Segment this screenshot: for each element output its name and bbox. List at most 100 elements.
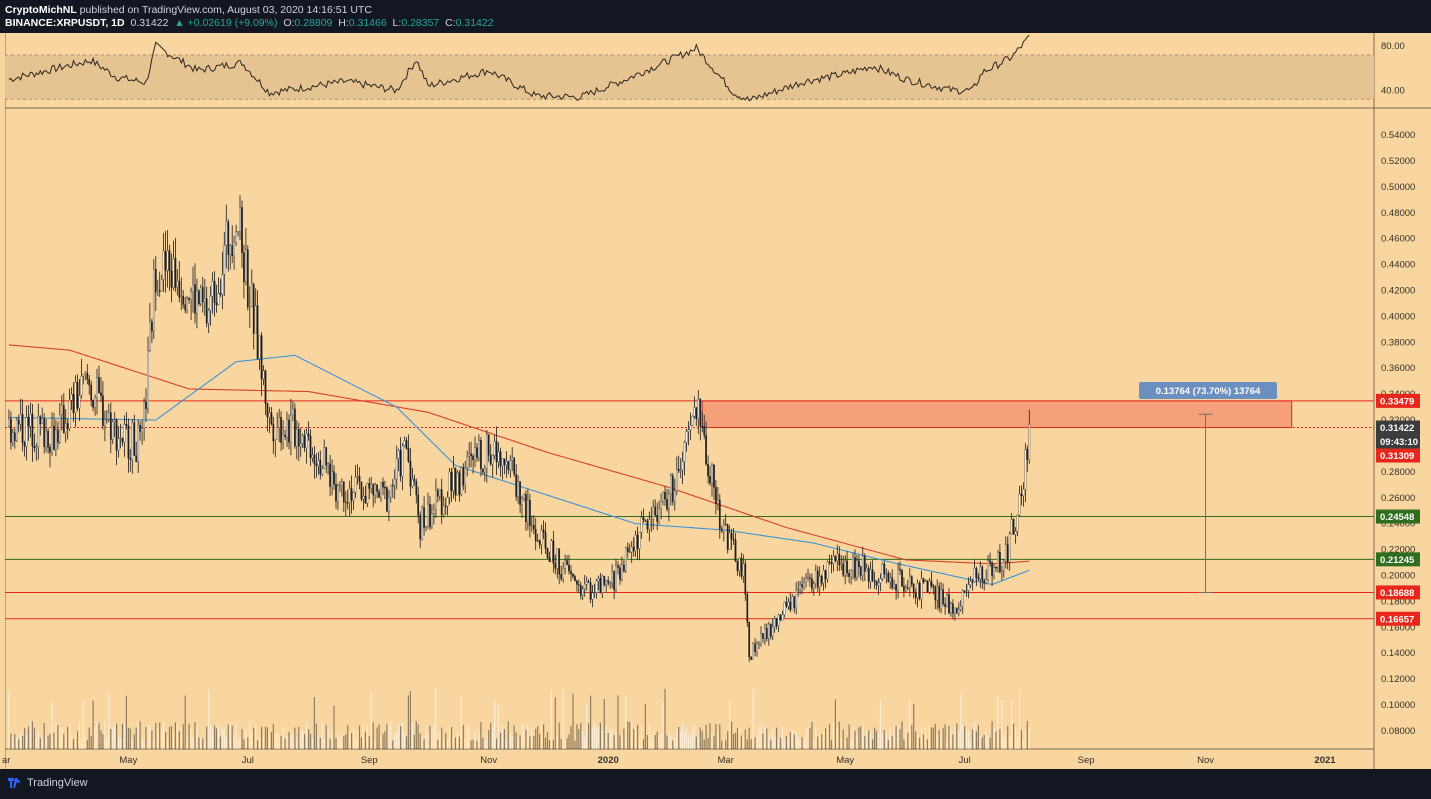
volume-bar (94, 726, 96, 749)
candle-down (999, 552, 1001, 573)
candle-down (977, 577, 980, 580)
volume-bar (660, 732, 662, 749)
volume-bar (543, 724, 545, 749)
candle-up (687, 429, 690, 432)
price-chart[interactable]: 80.00 40.00 0.54000 0.52000 0.50000 0.48000 0.… (0, 0, 1431, 769)
candle-up (803, 582, 805, 588)
volume-bar (67, 726, 69, 749)
volume-bar (770, 740, 772, 749)
volume-bar (821, 734, 823, 749)
volume-bar (456, 731, 458, 749)
volume-bar (182, 724, 184, 749)
volume-bar (394, 734, 396, 749)
candle-down (570, 570, 572, 574)
candle-down (76, 382, 79, 409)
candle-up (60, 405, 63, 415)
volume-bar (376, 727, 378, 749)
candle-down (534, 529, 537, 541)
volume-bar (836, 727, 838, 749)
volume-bar (121, 723, 124, 749)
volume-bar (266, 727, 268, 749)
volume-bar (544, 737, 547, 749)
volume-bar (713, 736, 715, 749)
candle-down (503, 458, 506, 466)
volume-bar (564, 738, 566, 749)
volume-bar (90, 735, 92, 749)
candle-up (693, 407, 696, 417)
volume-bar (470, 740, 472, 749)
volume-bar (439, 731, 441, 749)
volume-bar (20, 731, 22, 749)
volume-bar (719, 724, 721, 749)
volume-bar (848, 724, 850, 749)
candle-up (840, 563, 843, 566)
candle-down (342, 481, 345, 503)
volume-bar (10, 733, 12, 749)
volume-bar (165, 731, 167, 749)
symbol-label[interactable]: BINANCE:XRPUSDT, 1D (5, 17, 125, 29)
candle-up (233, 242, 235, 256)
candle-down (542, 529, 545, 533)
volume-bar (844, 740, 846, 749)
volume-bar (315, 723, 317, 749)
volume-bar (907, 732, 909, 749)
candle-down (313, 454, 316, 465)
candle-down (92, 399, 94, 408)
volume-bar (425, 725, 427, 749)
volume-bar (548, 740, 551, 749)
volume-bar (913, 703, 915, 749)
candle-up (149, 321, 151, 351)
tradingview-brand[interactable]: TradingView (27, 777, 88, 789)
volume-bar (18, 739, 20, 749)
footer-bar: TradingView (0, 769, 1431, 799)
candle-up (94, 397, 96, 408)
candle-down (754, 643, 756, 652)
volume-bar (237, 740, 239, 749)
volume-bar (701, 730, 703, 749)
volume-bar (143, 738, 145, 749)
candle-down (560, 574, 563, 580)
candle-down (603, 575, 606, 585)
volume-bar (76, 731, 79, 749)
volume-bar (586, 703, 588, 749)
candle-down (646, 521, 649, 530)
volume-bar (574, 740, 576, 749)
volume-bar (609, 729, 611, 749)
candle-up (446, 497, 449, 507)
close-label: C: (445, 17, 456, 29)
candle-up (969, 581, 972, 585)
volume-bar (682, 722, 684, 749)
volume-bar (891, 736, 893, 749)
volume-bar (137, 722, 139, 749)
publisher-name[interactable]: CryptoMichNL (5, 4, 77, 16)
volume-bar (787, 736, 789, 749)
volume-bar (738, 727, 740, 749)
candle-up (442, 505, 445, 515)
volume-bar (791, 729, 793, 749)
volume-bar (599, 722, 601, 749)
volume-bar (86, 740, 88, 749)
volume-bar (975, 731, 977, 749)
volume-bar (486, 734, 488, 749)
candle-up (282, 434, 284, 443)
time-tick-label: Jul (242, 755, 254, 766)
candle-up (760, 633, 762, 644)
candle-down (899, 568, 901, 571)
candle-down (587, 581, 590, 583)
volume-bar (380, 737, 382, 749)
candle-down (599, 578, 602, 593)
candle-up (511, 457, 514, 461)
candle-down (983, 580, 986, 584)
candle-up (143, 401, 145, 429)
volume-bar (576, 724, 578, 749)
volume-bar (531, 727, 533, 749)
volume-bar (476, 740, 478, 749)
volume-bar (503, 729, 505, 749)
volume-bar (351, 733, 353, 749)
tradingview-logo-icon[interactable] (8, 778, 22, 788)
volume-bar (781, 727, 784, 749)
price-tick-label: 0.08000 (1381, 726, 1415, 737)
candle-up (844, 560, 847, 576)
candle-down (699, 399, 702, 427)
volume-bar (742, 737, 744, 749)
